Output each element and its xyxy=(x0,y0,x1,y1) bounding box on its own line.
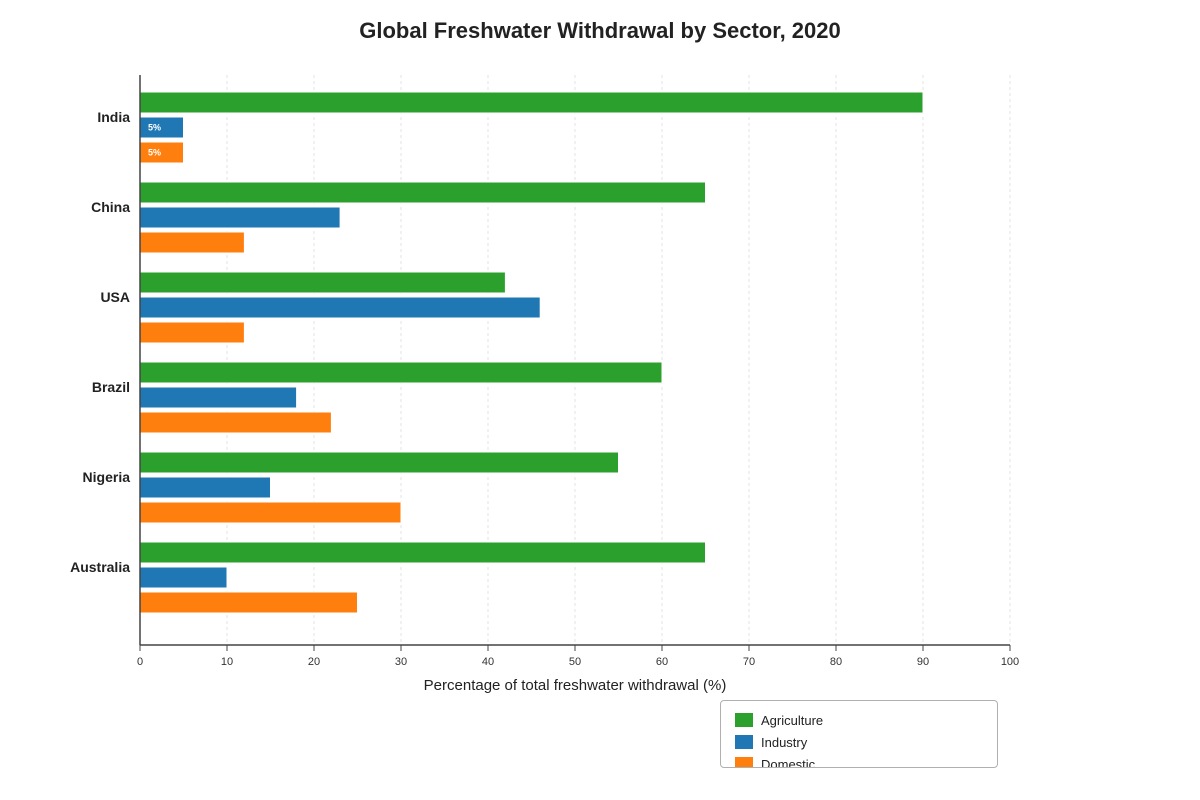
bar-india-agriculture xyxy=(139,91,924,114)
x-tick-label: 40 xyxy=(482,656,494,668)
x-axis-title: Percentage of total freshwater withdrawa… xyxy=(424,677,727,694)
legend-label-agriculture: Agriculture xyxy=(761,712,824,728)
bar-china-industry xyxy=(139,206,341,229)
bar-india-industry xyxy=(139,116,184,139)
axes: 0 10 20 30 40 50 60 70 80 90 100 India China USA Brazi… xyxy=(70,75,1019,668)
legend-item-industry: Industry xyxy=(735,734,807,750)
y-category-label: India xyxy=(97,109,130,125)
legend-item-agriculture: Agriculture xyxy=(735,712,823,728)
data-label: 5% xyxy=(148,123,161,133)
legend-label-industry: Industry xyxy=(761,734,808,750)
bar-nigeria-agriculture xyxy=(139,451,619,474)
bar-australia-agriculture xyxy=(139,541,706,564)
x-tick-label: 100 xyxy=(1001,656,1019,668)
bar-usa-domestic xyxy=(139,321,245,344)
x-tick-label: 50 xyxy=(569,656,581,668)
x-tick-label: 10 xyxy=(221,656,233,668)
bar-china-domestic xyxy=(139,231,245,254)
x-tick-label: 90 xyxy=(917,656,929,668)
y-category-label: Brazil xyxy=(92,379,130,395)
legend-swatch-agriculture xyxy=(735,713,753,727)
y-category-label: Australia xyxy=(70,559,130,575)
y-category-label: China xyxy=(91,199,130,215)
legend-item-domestic: Domestic xyxy=(735,756,816,768)
bar-nigeria-domestic xyxy=(139,501,402,524)
x-tick-label: 30 xyxy=(395,656,407,668)
y-category-label: Nigeria xyxy=(83,469,131,485)
chart-title: Global Freshwater Withdrawal by Sector, … xyxy=(359,18,841,43)
bar-australia-industry xyxy=(139,566,228,589)
bar-usa-agriculture xyxy=(139,271,506,294)
x-tick-label: 80 xyxy=(830,656,842,668)
bar-india-domestic xyxy=(139,141,184,164)
y-category-label: USA xyxy=(100,289,130,305)
legend: Agriculture Industry Domestic xyxy=(720,700,998,768)
bar-china-agriculture xyxy=(139,181,706,204)
x-tick-label: 0 xyxy=(137,656,143,668)
bar-brazil-industry xyxy=(139,386,298,409)
legend-swatch-domestic xyxy=(735,757,753,767)
bars: 5% 5% xyxy=(139,91,924,614)
legend-swatch-industry xyxy=(735,735,753,749)
x-tick-label: 20 xyxy=(308,656,320,668)
bar-brazil-domestic xyxy=(139,411,332,434)
data-label: 5% xyxy=(148,148,161,158)
x-tick-label: 60 xyxy=(656,656,668,668)
bar-australia-domestic xyxy=(139,591,358,614)
bar-usa-industry xyxy=(139,296,541,319)
bar-brazil-agriculture xyxy=(139,361,663,384)
x-tick-label: 70 xyxy=(743,656,755,668)
legend-label-domestic: Domestic xyxy=(761,756,816,768)
bar-nigeria-industry xyxy=(139,476,271,499)
